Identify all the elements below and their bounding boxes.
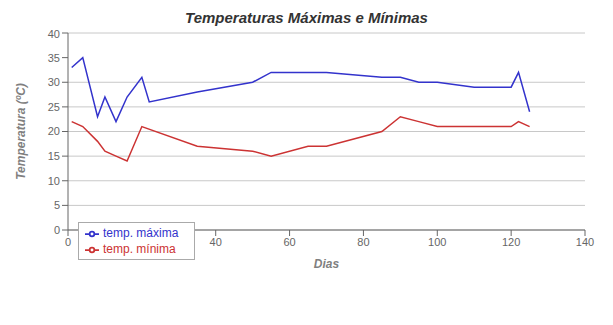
svg-text:0: 0: [65, 236, 71, 248]
svg-text:0: 0: [54, 224, 60, 236]
svg-text:20: 20: [136, 236, 148, 248]
svg-text:120: 120: [502, 236, 520, 248]
svg-text:5: 5: [54, 199, 60, 211]
svg-text:30: 30: [48, 76, 60, 88]
svg-text:60: 60: [283, 236, 295, 248]
svg-text:100: 100: [428, 236, 446, 248]
svg-text:40: 40: [48, 28, 60, 40]
svg-text:140: 140: [576, 236, 594, 248]
svg-text:80: 80: [357, 236, 369, 248]
svg-text:25: 25: [48, 101, 60, 113]
svg-text:Dias: Dias: [314, 257, 340, 271]
svg-text:40: 40: [210, 236, 222, 248]
svg-text:15: 15: [48, 150, 60, 162]
svg-text:Temperatura (ºC): Temperatura (ºC): [14, 83, 28, 180]
svg-text:35: 35: [48, 52, 60, 64]
svg-text:20: 20: [48, 125, 60, 137]
svg-text:10: 10: [48, 175, 60, 187]
